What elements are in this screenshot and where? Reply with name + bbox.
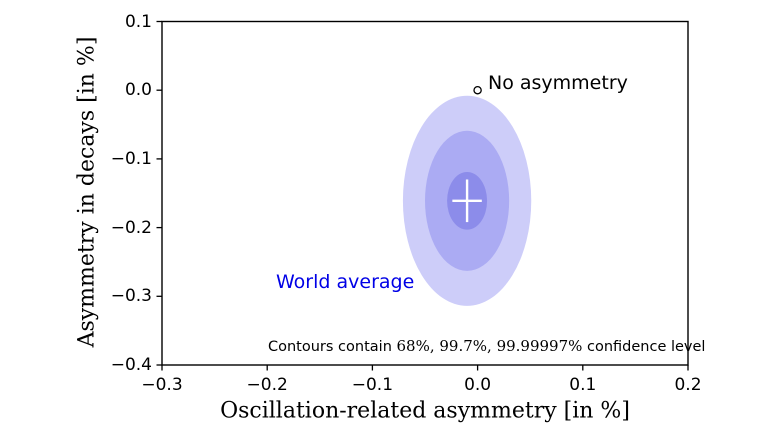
y-axis-label: Asymmetry in decays [in %]	[74, 36, 100, 348]
world-average-label: World average	[276, 271, 415, 293]
x-tick-label: 0.1	[569, 375, 597, 395]
x-tick-label: 0.0	[464, 375, 492, 395]
y-tick-label: 0.0	[124, 80, 152, 101]
x-tick-label: −0.1	[351, 375, 394, 395]
axis-frame	[161, 20, 689, 366]
y-tick-label: 0.1	[124, 11, 152, 32]
x-tick-label: 0.2	[674, 375, 702, 395]
x-tick-label: −0.3	[141, 375, 183, 395]
y-tick-label: −0.3	[110, 286, 152, 307]
x-axis-label: Oscillation-related asymmetry [in %]	[220, 398, 630, 424]
x-tick-label: −0.2	[246, 375, 288, 395]
contours-annotation-suffix: confidence level	[582, 339, 706, 355]
no-asymmetry-label: No asymmetry	[488, 72, 628, 94]
y-tick-label: −0.2	[110, 217, 152, 238]
contours-annotation-levels: 68%, 99.7%, 99.99997%	[396, 337, 583, 355]
y-tick-label: −0.1	[110, 148, 152, 169]
contours-annotation-prefix: Contours contain	[268, 339, 397, 355]
contours-annotation: Contours contain 68%, 99.7%, 99.99997% c…	[268, 337, 705, 355]
y-tick-label: −0.4	[110, 355, 152, 375]
no-asymmetry-marker	[473, 85, 482, 95]
